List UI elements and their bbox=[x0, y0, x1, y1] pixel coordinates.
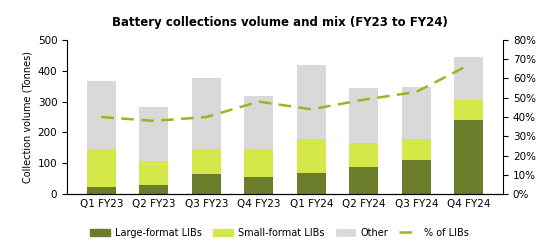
Bar bbox=[297, 173, 326, 194]
Bar bbox=[139, 185, 168, 194]
Bar bbox=[139, 107, 168, 161]
Bar bbox=[349, 88, 378, 143]
Bar bbox=[454, 120, 484, 194]
Bar bbox=[192, 78, 221, 148]
Bar bbox=[349, 143, 378, 167]
Bar bbox=[297, 65, 326, 139]
Bar bbox=[87, 81, 116, 149]
Bar bbox=[402, 87, 431, 139]
Bar bbox=[139, 161, 168, 185]
Bar bbox=[87, 149, 116, 187]
Text: Battery collections volume and mix (FY23 to FY24): Battery collections volume and mix (FY23… bbox=[112, 16, 447, 29]
Bar bbox=[402, 139, 431, 160]
Bar bbox=[244, 149, 273, 177]
Bar bbox=[454, 100, 484, 120]
Bar bbox=[244, 177, 273, 194]
Bar bbox=[244, 96, 273, 149]
Bar bbox=[349, 167, 378, 194]
Bar bbox=[192, 174, 221, 194]
Bar bbox=[192, 148, 221, 174]
Y-axis label: Collection volume (Tonnes): Collection volume (Tonnes) bbox=[22, 51, 32, 183]
Bar bbox=[454, 57, 484, 100]
Bar bbox=[87, 187, 116, 194]
Legend: Large-format LIBs, Small-format LIBs, Other, % of LIBs: Large-format LIBs, Small-format LIBs, Ot… bbox=[87, 224, 472, 242]
Bar bbox=[297, 139, 326, 173]
Bar bbox=[402, 160, 431, 194]
